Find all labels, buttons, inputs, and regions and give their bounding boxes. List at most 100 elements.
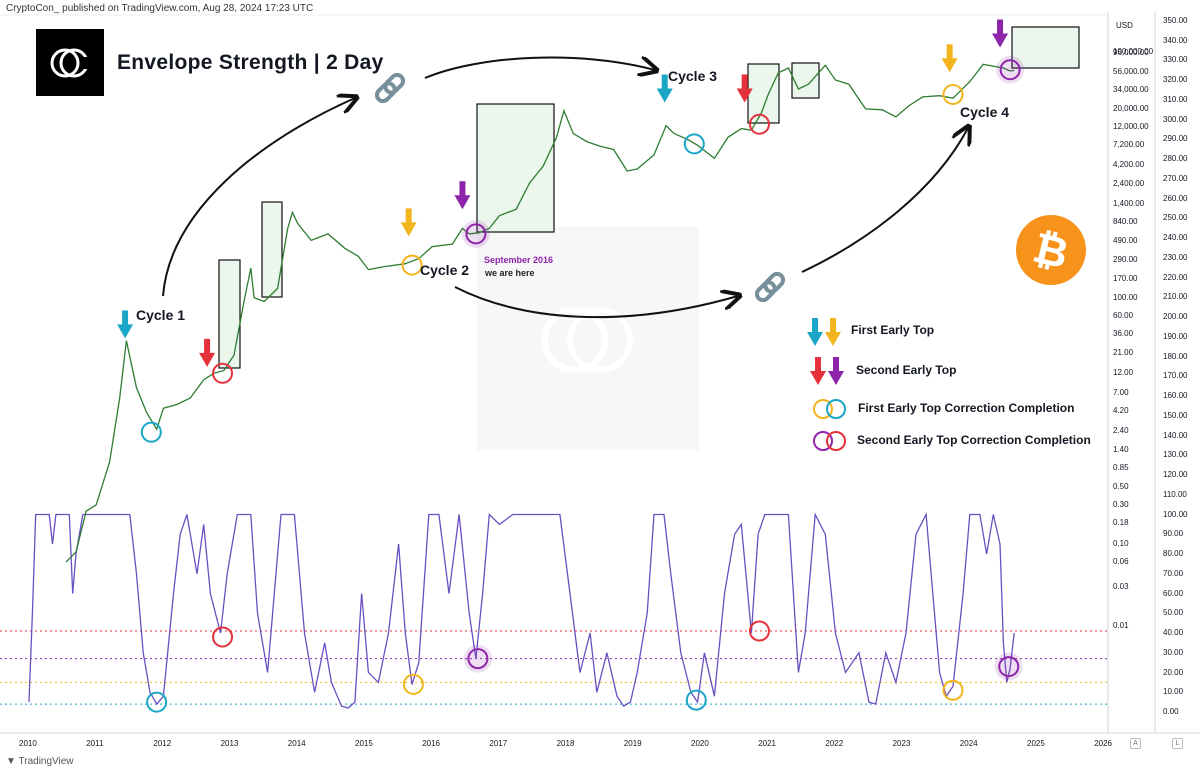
oscillator-line <box>28 512 1015 709</box>
tradingview-label: TradingView <box>18 756 74 767</box>
legend-circle-red <box>826 431 846 451</box>
oscillator-tick-label: 150.00 <box>1163 410 1188 420</box>
price-tick-label: 1,400.00 <box>1113 198 1145 208</box>
oscillator-tick-label: 310.00 <box>1163 94 1188 104</box>
bitcoin-icon <box>1016 215 1086 285</box>
x-tick-label: 2023 <box>892 739 911 748</box>
price-tick-label: 0.10 <box>1113 538 1129 548</box>
oscillator-circle-2 <box>212 626 234 648</box>
legend-circle-purple <box>813 431 833 451</box>
x-tick-label: 2024 <box>959 739 978 748</box>
early-top-arrow-8 <box>992 19 1009 48</box>
oscillator-tick-label: 40.00 <box>1163 628 1184 637</box>
watermark-box <box>477 227 699 450</box>
price-tick-label: 290.00 <box>1113 254 1138 264</box>
price-tick-label: 840.00 <box>1113 216 1138 226</box>
legend-circle-cyan <box>826 399 846 419</box>
oscillator-tick-label: 60.00 <box>1163 588 1184 598</box>
oscillator-tick-label: 120.00 <box>1163 470 1188 479</box>
price-circle-3 <box>401 254 423 276</box>
cycle-4-label: Cycle 4 <box>960 104 1010 120</box>
chain-link-icon-2-link-b <box>763 271 786 294</box>
price-circle-1 <box>140 421 162 443</box>
legend-arrow-yellow <box>825 318 841 346</box>
highlight-box-1 <box>218 259 241 369</box>
publish-header: CryptoCon_ published on TradingView.com,… <box>6 3 314 14</box>
chain-link-icon-link-a <box>374 81 397 104</box>
oscillator-tick-label: 270.00 <box>1163 173 1188 183</box>
early-top-arrow-2 <box>199 338 216 367</box>
legend-circle-yellow <box>813 399 833 419</box>
price-tick-label: 7,200.00 <box>1113 140 1145 150</box>
oscillator-tick-label: 20.00 <box>1163 667 1184 677</box>
legend-arrow-purple <box>828 357 844 385</box>
log-scale-button[interactable]: L <box>1172 738 1183 749</box>
legend-arrow-red <box>810 357 826 385</box>
oscillator-tick-label: 10.00 <box>1163 687 1184 697</box>
x-tick-label: 2022 <box>825 739 844 748</box>
early-top-arrow-3 <box>400 208 417 237</box>
usd-unit-label: USD <box>1116 21 1133 30</box>
oscillator-tick-label: 30.00 <box>1163 647 1184 657</box>
x-tick-label: 2017 <box>489 739 508 748</box>
price-circle-5 <box>683 133 705 155</box>
oscillator-tick-label: 90.00 <box>1163 529 1184 539</box>
oscillator-tick-label: 50.00 <box>1163 608 1184 618</box>
highlight-box-5 <box>791 62 820 99</box>
legend-second-correction: Second Early Top Correction Completion <box>857 433 1091 447</box>
cryptocon-logo <box>36 29 104 96</box>
x-tick-label: 2025 <box>1027 739 1045 748</box>
logo-mark <box>50 48 94 78</box>
oscillator-tick-label: 220.00 <box>1163 272 1188 282</box>
price-circle-7 <box>942 83 964 105</box>
price-tick-label: 60.00 <box>1113 310 1134 320</box>
price-tick-label: 490.00 <box>1113 236 1138 246</box>
oscillator-circle-1 <box>146 691 168 713</box>
highlight-box-2 <box>261 201 283 298</box>
oscillator-tick-label: 340.00 <box>1163 35 1188 45</box>
oscillator-tick-label: 330.00 <box>1163 55 1188 65</box>
price-tick-label: 0.50 <box>1113 481 1129 491</box>
price-tick-label: 1.40 <box>1113 444 1129 454</box>
price-tick-label: 0.06 <box>1113 557 1129 567</box>
logo-ring-left <box>50 48 80 78</box>
chain-link-icon-2 <box>754 271 786 303</box>
oscillator-tick-label: 350.00 <box>1163 15 1188 25</box>
early-top-arrow-1 <box>117 310 134 339</box>
price-circle-8 <box>999 59 1021 81</box>
price-tick-label: 0.18 <box>1113 517 1129 527</box>
price-axis-panel <box>1108 12 1200 756</box>
oscillator-tick-label: 170.00 <box>1163 371 1188 381</box>
oscillator-circle-7 <box>942 679 964 701</box>
x-tick-label: 2010 <box>19 739 37 748</box>
auto-scale-button[interactable]: A <box>1130 738 1141 749</box>
x-tick-label: 2021 <box>758 739 776 748</box>
september-2016-annotation: September 2016 <box>484 255 554 265</box>
price-tick-label: 20,000.00 <box>1113 103 1149 113</box>
oscillator-tick-label: 70.00 <box>1163 568 1184 578</box>
price-tick-label: 0.01 <box>1113 621 1129 630</box>
price-tick-label: 2.40 <box>1113 425 1129 435</box>
oscillator-tick-label: 180.00 <box>1163 351 1188 361</box>
cycle2-to-3-arrow <box>424 58 655 79</box>
x-tick-label: 2020 <box>691 739 709 748</box>
price-tick-label: 21.00 <box>1113 348 1134 358</box>
price-tick-label: 4,200.00 <box>1113 159 1145 169</box>
price-line <box>65 63 1015 563</box>
cycle-3-label: Cycle 3 <box>668 68 718 84</box>
price-tick-label: 100,000.00 <box>1113 46 1154 56</box>
price-tick-label: 2,400.00 <box>1113 179 1145 189</box>
watermark-ring-left <box>542 307 608 373</box>
highlight-box-4 <box>747 63 780 124</box>
chain-link-icon-link-b <box>383 72 406 95</box>
oscillator-tick-label: 100.00 <box>1163 509 1188 519</box>
x-tick-label: 2014 <box>287 739 306 748</box>
oscillator-circle-6 <box>748 620 770 642</box>
price-tick-label: 36.00 <box>1113 329 1134 339</box>
early-top-arrow-4 <box>454 181 471 210</box>
chart-title: Envelope Strength | 2 Day <box>117 51 384 74</box>
x-tick-label: 2013 <box>220 739 239 748</box>
oscillator-tick-label: 210.00 <box>1163 292 1188 302</box>
x-tick-label: 2016 <box>422 739 440 748</box>
price-circle-2 <box>212 362 234 384</box>
